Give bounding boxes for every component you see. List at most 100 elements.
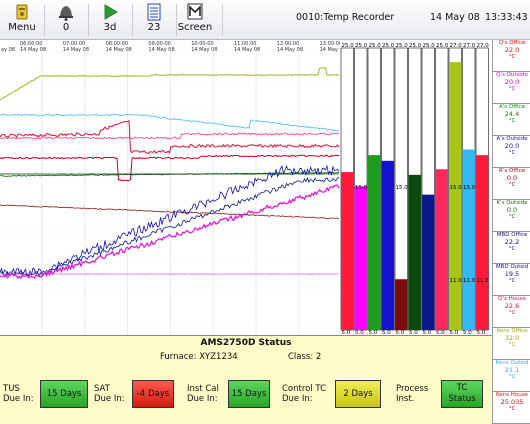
time-axis-label: ay 08 bbox=[1, 47, 15, 53]
bar-min-label: 5.0 bbox=[382, 330, 391, 335]
time-axis-label: 14 May 08 bbox=[320, 47, 340, 53]
legend-item[interactable]: K's Outside 0.0 °C bbox=[493, 200, 530, 232]
bar-min-label: 5.0 bbox=[355, 330, 364, 335]
bar-lower-label: 11.0 bbox=[450, 278, 463, 284]
legend-item[interactable]: Kens House 25.035 °C bbox=[493, 392, 530, 424]
bar-max-label: 25.0 bbox=[409, 43, 422, 49]
sat-label-line1: SAT bbox=[94, 384, 110, 394]
legend-channel-value: 0.0 bbox=[506, 173, 518, 182]
legend-channel-value: 21.1 bbox=[504, 365, 520, 374]
bar-lower-label: 11.0 bbox=[463, 278, 476, 284]
legend-item[interactable]: R's Office 0.0 °C bbox=[493, 168, 530, 200]
legend-item[interactable]: MBD Office 22.2 °C bbox=[493, 232, 530, 264]
tus-label-line1: TUS bbox=[3, 384, 20, 394]
bar-fill bbox=[381, 160, 394, 330]
legend-item[interactable]: Kens Outsid 21.1 °C bbox=[493, 360, 530, 392]
legend-channel-value: 20.0 bbox=[504, 141, 520, 150]
list-icon bbox=[147, 3, 161, 21]
bar-max-label: 27.0 bbox=[477, 43, 490, 49]
legend-channel-value: 25.035 bbox=[500, 397, 524, 406]
bar-max-label: 27.0 bbox=[450, 43, 463, 49]
legend-item[interactable]: A's Outside 20.0 °C bbox=[493, 136, 530, 168]
legend-item[interactable]: Q's Office 22.0 °C bbox=[493, 40, 530, 72]
bar-max-label: 25.0 bbox=[436, 43, 449, 49]
bar-mid-label: 15.0 bbox=[355, 185, 368, 191]
bar-fill bbox=[476, 155, 489, 330]
legend-channel-name: Kens Office bbox=[496, 328, 528, 334]
trend-trace-kens-outside bbox=[0, 113, 340, 132]
legend-channel-value: 24.4 bbox=[504, 109, 520, 118]
time-axis-label: 14 May 08 bbox=[234, 47, 260, 53]
instcal-label-line2: Due In: bbox=[187, 394, 218, 404]
bell-icon bbox=[59, 6, 73, 21]
bar-mid-label: 15.0 bbox=[450, 185, 463, 191]
status-title: AMS2750D Status bbox=[200, 338, 292, 348]
screen-button[interactable]: Screen bbox=[170, 2, 220, 38]
bar-graph-svg: 25.0 5.0 25.0 5.0 15.0 25.0 5.0 25.0 5.0 25.0 5.0 1… bbox=[340, 43, 490, 336]
channel-legend: Q's Office 22.0 °C Q's Outside 20.0 °C A's Off… bbox=[492, 40, 530, 424]
trend-trace-kens-office bbox=[0, 67, 340, 101]
legend-channel-value: 22.2 bbox=[504, 237, 520, 246]
controltc-label-line2: Due In: bbox=[282, 394, 313, 404]
trend-trace-kens-house bbox=[0, 154, 340, 182]
menu-button[interactable]: Menu bbox=[2, 2, 42, 38]
trend-trace-r-office bbox=[0, 204, 340, 220]
menu-icon bbox=[16, 4, 28, 20]
controltc-due-button[interactable]: 2 Days bbox=[335, 380, 381, 408]
bar-min-label: 5.0 bbox=[450, 330, 459, 335]
screen-label: Screen bbox=[177, 22, 213, 33]
legend-channel-name: K's Outside bbox=[496, 200, 528, 206]
legend-channel-name: A's Outside bbox=[496, 136, 528, 142]
list-count: 23 bbox=[147, 22, 161, 33]
list-button[interactable]: 23 bbox=[134, 2, 174, 38]
legend-channel-name: MBD Office bbox=[496, 232, 528, 238]
legend-channel-unit: °C bbox=[508, 150, 516, 156]
bar-fill bbox=[341, 172, 354, 330]
legend-item[interactable]: A's Office 24.4 °C bbox=[493, 104, 530, 136]
instcal-label: Inst Cal Due In: bbox=[187, 384, 219, 404]
trend-trace-mbd-office bbox=[0, 176, 340, 278]
legend-channel-name: Q's Outside bbox=[496, 72, 528, 78]
tus-label-line2: Due In: bbox=[3, 394, 34, 404]
time-axis-label: 14 May 08 bbox=[148, 47, 174, 53]
bar-min-label: 5.0 bbox=[436, 330, 445, 335]
bar-max-label: 25.0 bbox=[369, 43, 382, 49]
process-inst-label-line2: Inst. bbox=[396, 394, 415, 404]
legend-item[interactable]: Q's Outside 20.0 °C bbox=[493, 72, 530, 104]
legend-item[interactable]: Q's House 22.6 °C bbox=[493, 296, 530, 328]
bar-max-label: 25.0 bbox=[355, 43, 368, 49]
play-button[interactable]: 3d bbox=[90, 2, 130, 38]
toolbar-divider bbox=[222, 4, 223, 36]
tus-due-button[interactable]: 15 Days bbox=[40, 380, 88, 408]
legend-item[interactable]: MBD Outsid 19.5 °C bbox=[493, 264, 530, 296]
tc-status-line1: TC bbox=[456, 383, 468, 393]
controltc-label-line1: Control TC bbox=[282, 384, 327, 394]
bar-fill bbox=[449, 62, 462, 330]
bar-max-label: 25.0 bbox=[382, 43, 395, 49]
time-axis-label: 08:00:00 bbox=[106, 41, 128, 47]
bar-fill bbox=[368, 155, 381, 330]
legend-channel-unit: °C bbox=[508, 214, 516, 220]
trend-chart[interactable]: ay 08 06:00:00 14 May 08 07:00:00 14 May 08 0… bbox=[0, 40, 340, 335]
tc-status-button[interactable]: TC Status bbox=[441, 380, 483, 408]
toolbar-divider bbox=[88, 4, 89, 36]
instcal-due-button[interactable]: 15 Days bbox=[228, 380, 270, 408]
legend-item[interactable]: Kens Office 32.0 °C bbox=[493, 328, 530, 360]
bar-fill bbox=[354, 186, 367, 330]
bar-max-label: 25.0 bbox=[342, 43, 355, 49]
legend-channel-unit: °C bbox=[508, 342, 516, 348]
legend-channel-name: Kens Outsid bbox=[495, 360, 529, 366]
sat-due-button[interactable]: -4 Days bbox=[132, 380, 174, 408]
bar-fill bbox=[408, 174, 421, 330]
toolbar-divider bbox=[176, 4, 177, 36]
bar-mid-label: 15.0 bbox=[463, 185, 476, 191]
current-date: 14 May 08 bbox=[430, 12, 480, 23]
legend-channel-value: 32.0 bbox=[504, 333, 520, 342]
time-axis-label: 13:00:00 bbox=[320, 41, 340, 47]
bar-max-label: 25.0 bbox=[396, 43, 409, 49]
bar-max-label: 25.0 bbox=[423, 43, 436, 49]
bar-min-label: 5.0 bbox=[396, 330, 405, 335]
legend-channel-value: 20.0 bbox=[504, 77, 520, 86]
alarm-button[interactable]: 0 bbox=[46, 2, 86, 38]
